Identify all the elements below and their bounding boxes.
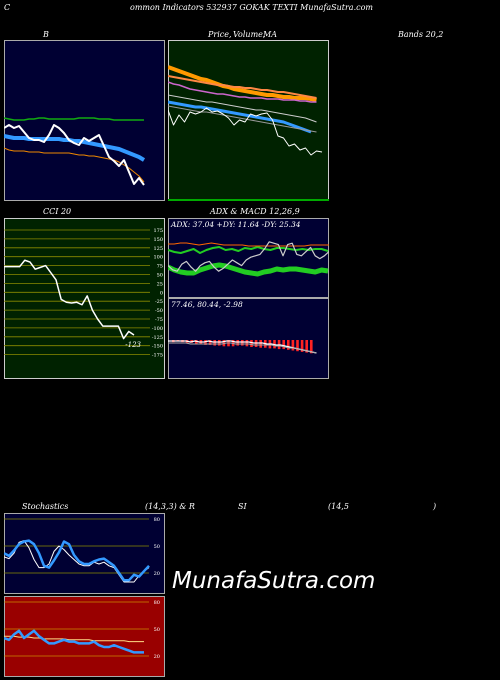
cci-tick-label: 0 xyxy=(160,290,163,296)
cci-tick-label: 50 xyxy=(157,273,163,279)
cci-chart: 175 150 125 100 75 50 25 0 -25 -50 -75 -100 -125 -150… xyxy=(4,218,165,379)
volume-label: Volume, xyxy=(233,30,266,39)
macd-histogram-bar xyxy=(300,340,304,352)
cci-tick-label: 175 xyxy=(153,228,163,234)
cci-tick-label: 125 xyxy=(153,246,163,252)
bollinger-chart xyxy=(4,40,165,201)
cci-tick-label: 75 xyxy=(157,264,163,270)
macd-histogram-bar xyxy=(287,340,290,350)
macd-histogram-bar xyxy=(204,340,207,345)
rsi-params-label: (14,5 xyxy=(328,502,349,511)
macd-histogram-bar xyxy=(291,340,295,351)
adx-green-line xyxy=(168,262,329,277)
bb-price-line xyxy=(4,124,145,186)
rsi-tick-label: 80 xyxy=(154,600,160,606)
ma-label: MA xyxy=(263,30,277,39)
bands-label: Bands 20,2 xyxy=(398,30,444,39)
stochastics-chart: 80 50 20 xyxy=(4,513,165,594)
cci-tick-label: -150 xyxy=(152,344,163,350)
si-label: SI xyxy=(238,502,247,511)
bb-upper-line xyxy=(4,117,144,121)
macd-histogram-bar xyxy=(241,340,244,346)
stoch-tick-label: 80 xyxy=(154,517,160,523)
adx-white-line xyxy=(168,241,329,272)
macd-values-text: 77.46, 80.44, -2.98 xyxy=(171,300,243,309)
adx-green-thin-line xyxy=(168,246,329,254)
rsi-background xyxy=(4,596,165,677)
macd-histogram-bar xyxy=(305,340,308,353)
cci-tick-label: -75 xyxy=(155,317,163,323)
macd-chart: 77.46, 80.44, -2.98 xyxy=(168,298,329,379)
macd-histogram-bar xyxy=(236,340,239,346)
rsi-tick-label: 50 xyxy=(154,627,160,633)
cci-tick-label: 150 xyxy=(153,237,163,243)
macd-histogram-bar xyxy=(310,340,313,354)
macd-background xyxy=(168,298,329,379)
price-ma-background xyxy=(168,40,329,201)
cci-current-label: -123 xyxy=(125,341,141,349)
cci-tick-label: -25 xyxy=(155,299,163,305)
cci-line xyxy=(4,259,135,340)
stoch-k-line xyxy=(4,540,150,583)
ma-orange-thick xyxy=(168,65,317,102)
stoch-tick-label: 50 xyxy=(154,544,160,550)
ma-grey-line xyxy=(168,94,317,123)
macd-histogram-bar xyxy=(296,340,299,352)
page-title: ommon Indicators 532937 GOKAK TEXTI Muna… xyxy=(130,3,373,12)
macd-histogram-bar xyxy=(282,340,285,350)
cci-tick-label: 100 xyxy=(153,255,163,261)
price-ma-chart xyxy=(168,40,329,201)
stochastics-label: Stochastics xyxy=(22,502,69,511)
adx-values-text: ADX: 37.04 +DY: 11.64 -DY: 25.34 xyxy=(170,220,301,229)
macd-histogram-bar xyxy=(250,340,253,347)
macd-histogram-bar xyxy=(245,340,249,347)
cci-tick-label: -175 xyxy=(152,353,163,359)
cci-background xyxy=(4,218,165,379)
ma-orange-line xyxy=(168,75,317,99)
ma-blue-line xyxy=(168,100,312,134)
stoch-params-label: (14,3,3) & R xyxy=(145,502,195,511)
price-line xyxy=(168,107,323,156)
cci-tick-label: -125 xyxy=(152,335,163,341)
rsi-line xyxy=(4,629,144,654)
cci-tick-label: -100 xyxy=(152,326,163,332)
brand-watermark: MunafaSutra.com xyxy=(172,568,376,594)
adx-orange-line xyxy=(168,242,329,247)
rsi-close-label: ) xyxy=(433,502,437,511)
macd-histogram-bar xyxy=(208,340,212,345)
cci-label: CCI 20 xyxy=(43,207,72,216)
adx-macd-label: ADX & MACD 12,26,9 xyxy=(210,207,300,216)
header-letter: C xyxy=(4,3,11,12)
rsi-tick-label: 20 xyxy=(154,654,160,660)
macd-signal-line xyxy=(168,342,317,354)
cci-tick-label: 25 xyxy=(157,281,163,287)
bb-label: B xyxy=(43,30,49,39)
adx-chart: ADX: 37.04 +DY: 11.64 -DY: 25.34 xyxy=(168,218,329,298)
stoch-d-line xyxy=(4,539,150,582)
ma-grey-lower-line xyxy=(168,105,317,133)
ma-magenta-line xyxy=(168,81,317,103)
stoch-tick-label: 20 xyxy=(154,571,160,577)
price-label: Price, xyxy=(208,30,232,39)
stochastics-background xyxy=(4,513,165,594)
cci-tick-label: -50 xyxy=(155,308,163,314)
macd-histogram-bar xyxy=(213,340,216,346)
macd-histogram-bar xyxy=(218,340,221,346)
rsi-chart: 80 50 20 xyxy=(4,596,165,677)
bb-middle-band xyxy=(4,134,146,162)
macd-histogram-bar xyxy=(259,340,262,348)
